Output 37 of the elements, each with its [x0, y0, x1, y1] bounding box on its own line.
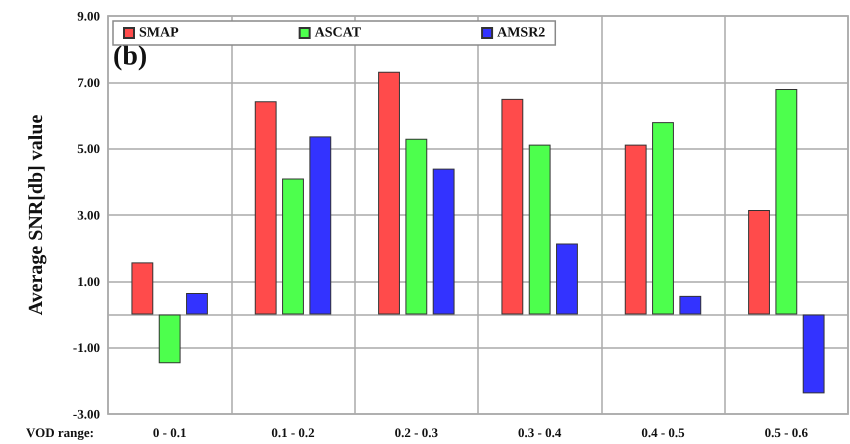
x-tick-label: 0 - 0.1 — [152, 425, 186, 440]
y-tick-label: -3.00 — [72, 406, 100, 422]
bar — [282, 178, 304, 314]
bar — [679, 296, 702, 314]
bar — [802, 314, 825, 394]
y-tick-label: 3.00 — [77, 208, 100, 222]
bar — [131, 262, 154, 314]
bar — [556, 244, 578, 314]
x-axis-title: VOD range: — [26, 425, 94, 440]
x-tick-label: 0.4 - 0.5 — [641, 425, 686, 440]
annotation: (b) — [113, 40, 148, 72]
y-tick-label: -1.00 — [72, 340, 100, 356]
x-tick-label: 0.3 - 0.4 — [518, 425, 562, 440]
bar — [309, 136, 332, 314]
x-tick-label: 0.1 - 0.2 — [271, 425, 315, 440]
x-tick-label: 0.2 - 0.3 — [394, 425, 438, 440]
bar — [405, 138, 428, 314]
bar — [775, 88, 798, 314]
bar — [624, 144, 647, 314]
bar — [748, 210, 770, 314]
y-tick-label: 7.00 — [77, 74, 100, 90]
y-axis-title: Average SNR[db] value — [25, 114, 47, 316]
legend-label: AMSR2 — [497, 26, 546, 40]
bar — [186, 292, 208, 314]
y-tick-label: 9.00 — [77, 8, 100, 24]
bar — [501, 98, 524, 314]
bar — [528, 144, 551, 314]
bar — [432, 168, 455, 314]
y-tick-label: 5.00 — [77, 141, 100, 156]
x-tick-label: 0.5 - 0.6 — [764, 425, 808, 440]
legend-label: ASCAT — [314, 26, 362, 40]
bar — [254, 101, 277, 314]
legend-label: SMAP — [139, 26, 180, 40]
bar — [652, 122, 674, 314]
bar — [158, 314, 181, 364]
bar — [378, 72, 400, 314]
y-tick-label: 1.00 — [77, 274, 100, 289]
